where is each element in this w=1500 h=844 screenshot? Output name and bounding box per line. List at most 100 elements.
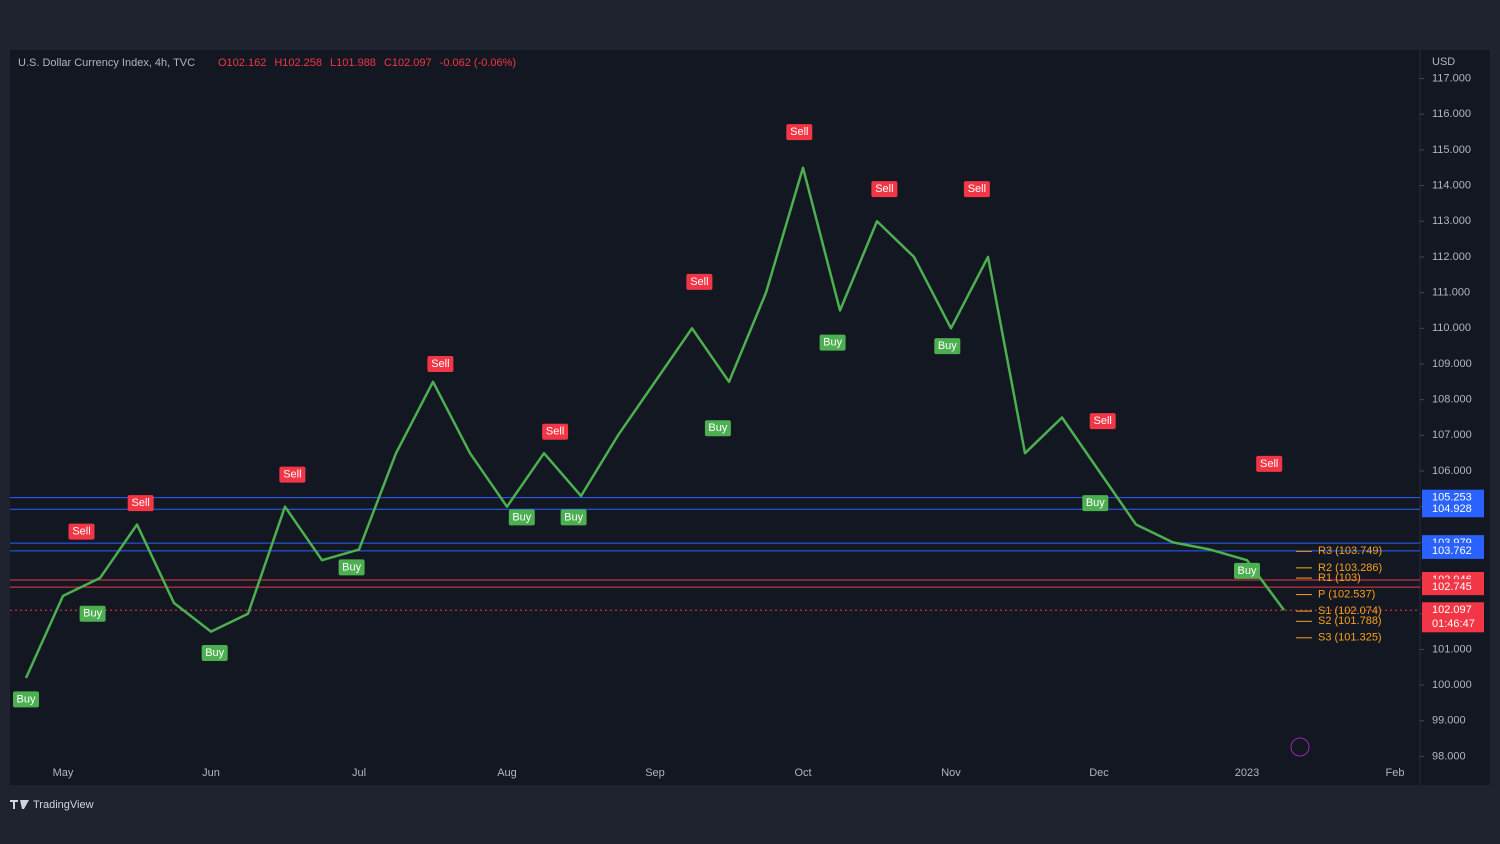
y-tick-label: 106.000: [1432, 465, 1472, 477]
x-tick-label: Jun: [202, 767, 220, 779]
signal-marker: [79, 605, 106, 622]
signal-label: Buy: [83, 608, 102, 620]
signal-marker: [279, 466, 306, 483]
plot-background: [10, 50, 1490, 785]
y-tick-label: 109.000: [1432, 358, 1472, 370]
signal-label: Sell: [968, 183, 986, 195]
brand-label: TradingView: [33, 799, 94, 811]
price-tag: [1422, 602, 1484, 633]
signal-label: Buy: [205, 647, 224, 659]
signal-label: Sell: [690, 276, 708, 288]
signal-label: Buy: [938, 340, 957, 352]
x-tick-label: 2023: [1235, 767, 1259, 779]
x-tick-label: May: [53, 767, 74, 779]
price-tag-label: 102.745: [1432, 581, 1472, 593]
signal-label: Sell: [875, 183, 893, 195]
signal-label: Buy: [1238, 565, 1257, 577]
y-tick-label: 115.000: [1432, 144, 1471, 156]
y-tick-label: 108.000: [1432, 394, 1472, 406]
signal-label: Sell: [132, 497, 150, 509]
signal-marker: [68, 523, 95, 540]
signal-label: Sell: [546, 426, 564, 438]
pivot-label: R1 (103): [1318, 572, 1361, 584]
signal-label: Sell: [1260, 458, 1278, 470]
signal-marker: [427, 355, 454, 372]
pivot-label: P (102.537): [1318, 588, 1375, 600]
signal-marker: [542, 423, 569, 440]
price-line: [24, 166, 1286, 679]
x-tick-label: Jul: [352, 767, 366, 779]
signal-marker: [1082, 495, 1109, 512]
signal-label: Buy: [512, 511, 531, 523]
signal-label: Buy: [1086, 497, 1105, 509]
pivot-label: R3 (103.749): [1318, 545, 1382, 557]
signal-marker: [686, 273, 713, 290]
signal-marker: [560, 509, 587, 526]
price-tag-label: 103.762: [1432, 545, 1472, 557]
x-tick-label: Dec: [1089, 767, 1109, 779]
signal-marker: [704, 420, 731, 437]
chart-title: U.S. Dollar Currency Index, 4h, TVC: [18, 57, 195, 69]
signal-marker: [1234, 562, 1260, 579]
x-tick-label: Oct: [794, 767, 811, 779]
signal-marker: [963, 181, 990, 198]
alert-icon[interactable]: [1290, 737, 1310, 757]
signal-label: Sell: [283, 468, 301, 480]
pivot-label: S3 (101.325): [1318, 632, 1382, 644]
signal-marker: [1256, 455, 1283, 472]
signal-label: Buy: [342, 561, 361, 573]
y-tick-label: 110.000: [1432, 322, 1471, 334]
ohlc-value: L101.988: [330, 57, 376, 69]
y-tick-label: 114.000: [1432, 179, 1471, 191]
signal-marker: [934, 338, 961, 355]
pivot-label: R2 (103.286): [1318, 562, 1382, 574]
y-tick-label: 112.000: [1432, 251, 1471, 263]
x-tick-label: Nov: [941, 767, 961, 779]
y-tick-label: 113.000: [1432, 215, 1471, 227]
ohlc-value: -0.062 (-0.06%): [440, 57, 516, 69]
signal-label: Sell: [72, 526, 90, 538]
signal-marker: [1089, 413, 1116, 430]
signal-label: Sell: [1094, 415, 1112, 427]
signal-marker: [338, 559, 365, 576]
signal-label: Buy: [823, 336, 842, 348]
signal-marker: [508, 509, 535, 526]
currency-label: USD: [1432, 56, 1455, 68]
x-tick-label: Aug: [497, 767, 517, 779]
y-tick-label: 116.000: [1432, 108, 1471, 120]
signal-label: Buy: [17, 693, 36, 705]
signal-marker: [786, 124, 813, 141]
ohlc-value: C102.097: [384, 57, 432, 69]
signal-label: Buy: [564, 511, 583, 523]
y-tick-label: 111.000: [1432, 287, 1470, 299]
x-tick-label: Sep: [645, 767, 665, 779]
pivot-label: S1 (102.074): [1318, 605, 1382, 617]
signal-marker: [819, 334, 846, 351]
signal-marker: [127, 495, 154, 512]
price-tag-label: 105.253: [1432, 492, 1472, 504]
brand-logo: [10, 800, 29, 809]
pivot-label: S2 (101.788): [1318, 615, 1382, 627]
signal-label: Sell: [431, 358, 449, 370]
y-tick-label: 117.000: [1432, 72, 1471, 84]
signal-label: Sell: [790, 126, 808, 138]
signal-marker: [201, 644, 228, 661]
price-tag: [1422, 579, 1484, 596]
y-tick-label: 101.000: [1432, 643, 1472, 655]
price-tag-label: 104.928: [1432, 503, 1472, 515]
x-tick-label: Feb: [1386, 767, 1405, 779]
ohlc-value: O102.162: [218, 57, 266, 69]
price-tag-label: 102.097: [1432, 604, 1472, 616]
ohlc-value: H102.258: [274, 57, 322, 69]
signal-marker: [13, 691, 39, 708]
y-tick-label: 98.000: [1432, 750, 1466, 762]
signal-label: Buy: [708, 422, 727, 434]
signal-marker: [871, 181, 898, 198]
price-tag: [1422, 501, 1484, 518]
countdown-label: 01:46:47: [1432, 618, 1475, 630]
y-tick-label: 107.000: [1432, 429, 1472, 441]
price-tag: [1422, 542, 1484, 559]
y-tick-label: 99.000: [1432, 715, 1466, 727]
y-tick-label: 100.000: [1432, 679, 1472, 691]
